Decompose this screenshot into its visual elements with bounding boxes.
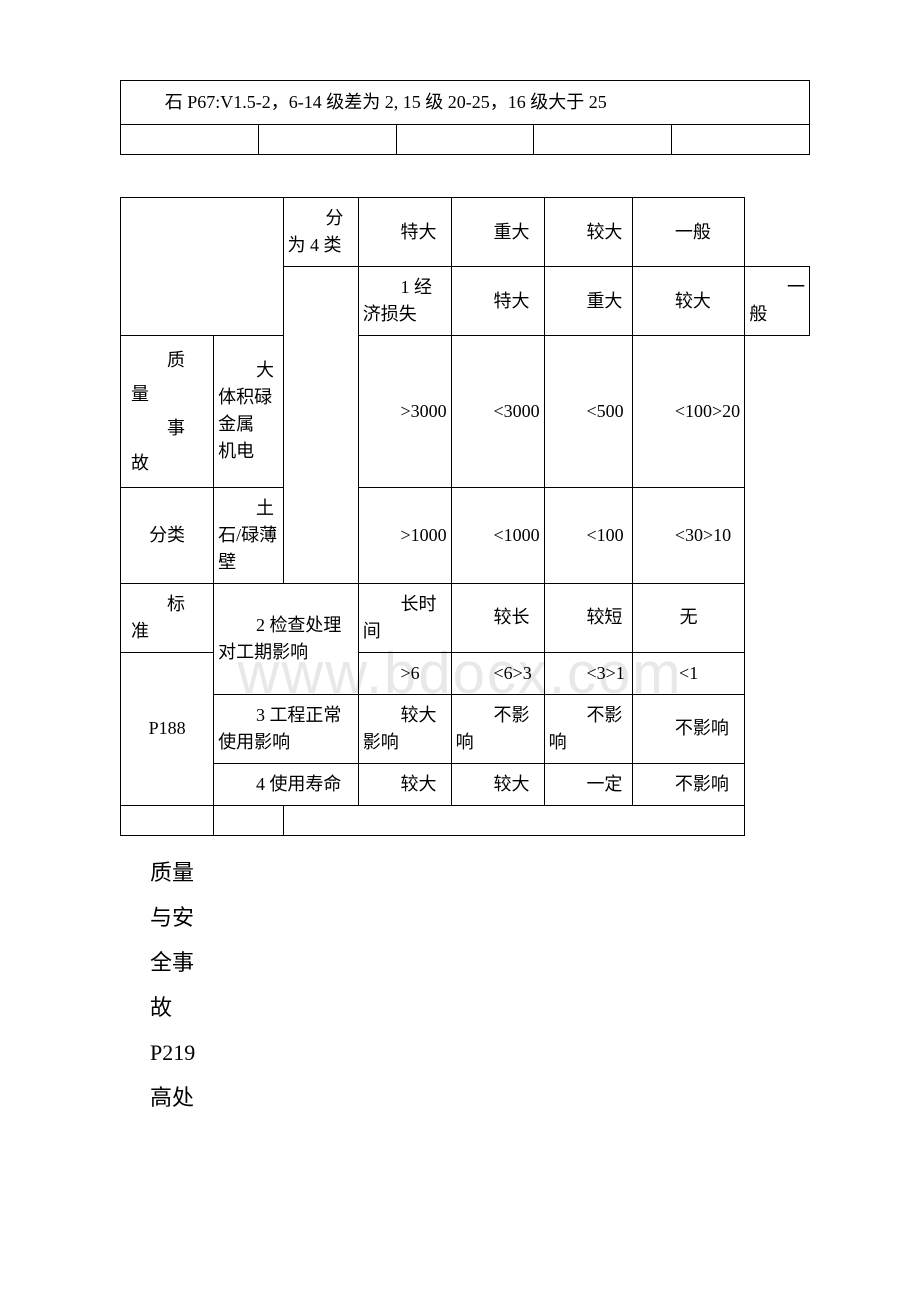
text: 故 [131,453,149,473]
row-label: 土石/碌薄壁 [214,487,283,583]
text-line: 与安 [150,895,810,940]
empty-cell [214,805,283,835]
row-header-class: 分类 [121,487,214,583]
cell: 较大 [451,763,544,805]
category-label: 分为 4 类 [283,198,358,267]
cell: 长时间 [358,583,451,652]
cell: 重大 [451,198,544,267]
text: 事 [167,418,185,438]
cell: 无 [633,583,745,652]
row-header-standard: 标 准 [121,583,214,652]
table-row [121,805,810,835]
table-row: 标 准 2 检查处理对工期影响 长时间 较长 较短 无 [121,583,810,652]
text-line: 全事 [150,940,810,985]
cell: 特大 [451,267,544,336]
empty-cell [258,125,396,155]
cell: 不影响 [451,694,544,763]
cell: 重大 [544,267,632,336]
cell: 较大影响 [358,694,451,763]
cell: 不影响 [544,694,632,763]
table-row: 4 使用寿命 较大 较大 一定 不影响 [121,763,810,805]
empty-cell [121,125,259,155]
cell: 一般 [633,198,745,267]
table-row: 分类 土石/碌薄壁 >1000 <1000 <100 <30>10 [121,487,810,583]
cell: <100>20 [633,336,745,488]
cell: 不影响 [633,763,745,805]
table-row: 分为 4 类 特大 重大 较大 一般 [121,198,810,267]
cell: <3000 [451,336,544,488]
main-table: 分为 4 类 特大 重大 较大 一般 1 经济损失 特大 重大 较大 一般 质 … [120,197,810,836]
text: 准 [131,621,149,641]
empty-cell [283,267,358,584]
spacer [120,155,810,197]
text-line: 高处 [150,1075,810,1120]
cell: <500 [544,336,632,488]
cell: >1000 [358,487,451,583]
cell: <3>1 [544,652,632,694]
empty-cell [283,805,745,835]
cell: <1000 [451,487,544,583]
cell: 特大 [358,198,451,267]
row-header-quality: 质 量 事 故 [121,336,214,488]
cell: 较大 [633,267,745,336]
row-label: 3 工程正常使用影响 [214,694,359,763]
row-label: 大体积碌金属 机电 [214,336,283,488]
cell: <1 [633,652,745,694]
cell: >3000 [358,336,451,488]
cell: 较大 [544,198,632,267]
text: 质 [167,350,185,370]
table-row [121,125,810,155]
cell: 一般 [745,267,810,336]
text-line: 质量 [150,850,810,895]
row-label: 2 检查处理对工期影响 [214,583,359,694]
cell: 不影响 [633,694,745,763]
table-row: 石 P67:V1.5-2，6-14 级差为 2, 15 级 20-25，16 级… [121,81,810,125]
empty-cell [121,805,214,835]
empty-cell [534,125,672,155]
cell: <6>3 [451,652,544,694]
table-row: 3 工程正常使用影响 较大影响 不影响 不影响 不影响 [121,694,810,763]
row-header-p188: P188 [121,652,214,805]
text: 标 [167,594,185,614]
cell: <30>10 [633,487,745,583]
text: 量 [131,384,149,404]
row-label: 4 使用寿命 [214,763,359,805]
row-label: 1 经济损失 [358,267,451,336]
top-text-cell: 石 P67:V1.5-2，6-14 级差为 2, 15 级 20-25，16 级… [121,81,810,125]
top-table: 石 P67:V1.5-2，6-14 级差为 2, 15 级 20-25，16 级… [120,80,810,155]
empty-cell [121,198,284,336]
empty-cell [672,125,810,155]
cell: 较长 [451,583,544,652]
empty-cell [396,125,534,155]
text-line: 故 [150,985,810,1030]
document-page: www.bdocx.com 石 P67:V1.5-2，6-14 级差为 2, 1… [0,0,920,1180]
cell: 一定 [544,763,632,805]
cell: 较短 [544,583,632,652]
cell: <100 [544,487,632,583]
cell: >6 [358,652,451,694]
table-row: 质 量 事 故 大体积碌金属 机电 >3000 <3000 <500 <100>… [121,336,810,488]
bottom-text-block: 质量 与安 全事 故 P219 高处 [120,850,810,1121]
cell: 较大 [358,763,451,805]
text-line: P219 [150,1030,810,1075]
